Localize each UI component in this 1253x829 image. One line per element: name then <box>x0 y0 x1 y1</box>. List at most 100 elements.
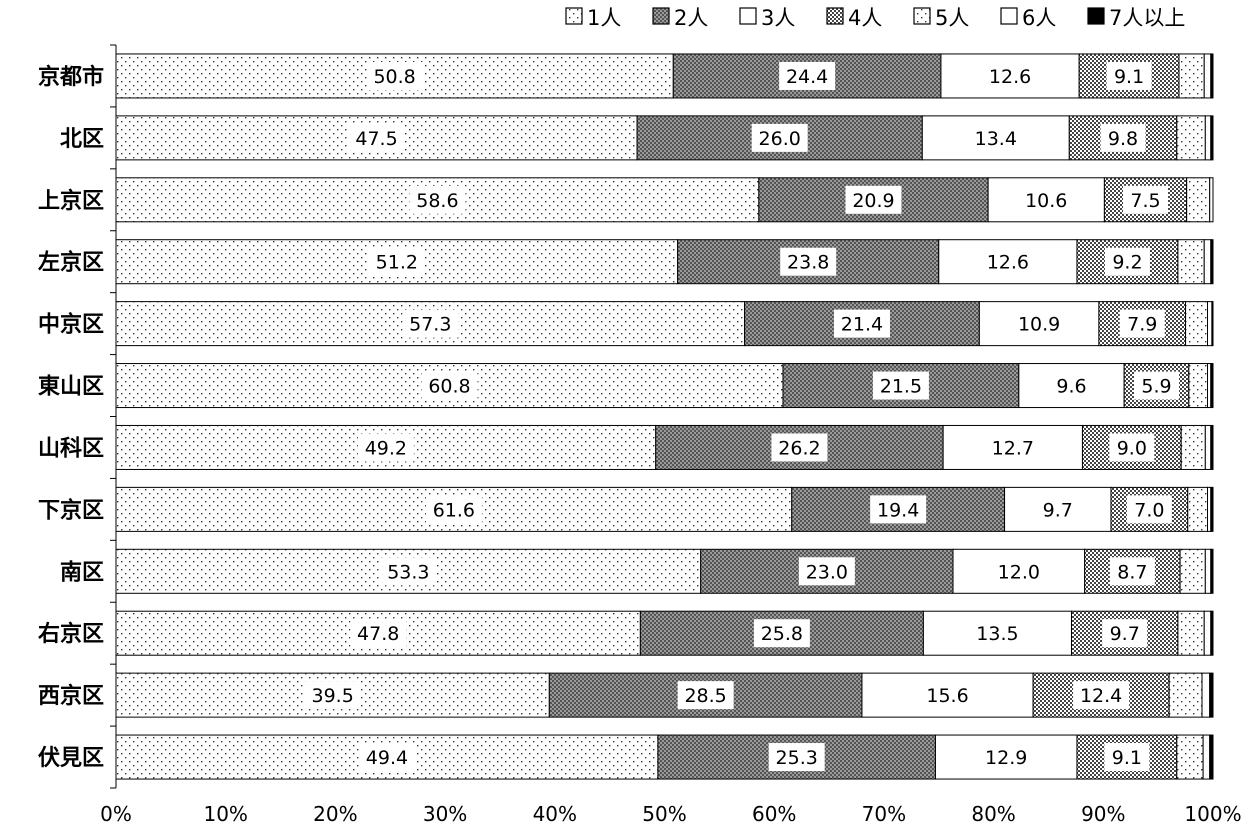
data-label-bg <box>409 185 466 214</box>
bar-segment <box>1210 363 1214 409</box>
bar-segment <box>1210 610 1214 656</box>
data-label-bg <box>1126 495 1172 524</box>
bar-segment <box>1211 301 1214 347</box>
data-label-bg <box>1048 371 1094 400</box>
data-label-bg <box>833 309 890 338</box>
bar-segment <box>1203 610 1212 656</box>
data-label: 26.0 <box>759 128 801 150</box>
legend-swatch <box>739 7 757 25</box>
data-label: 47.5 <box>355 128 397 150</box>
data-label: 39.5 <box>312 685 354 707</box>
data-label-bg <box>425 495 482 524</box>
data-label-bg <box>357 433 414 462</box>
data-label: 9.1 <box>1112 747 1142 769</box>
category-label: 京都市 <box>38 64 104 90</box>
legend-swatch <box>565 7 583 25</box>
category-label: 中京区 <box>38 312 104 338</box>
bar-segment <box>1210 486 1214 532</box>
x-tick-label: 10% <box>203 802 247 826</box>
data-label-bg <box>872 371 929 400</box>
data-label: 10.6 <box>1025 190 1067 212</box>
bar-segment <box>1210 115 1214 161</box>
data-label: 25.8 <box>761 623 803 645</box>
bar-segment <box>1204 548 1212 594</box>
data-label-bg <box>348 123 405 152</box>
bar-segment <box>1202 734 1211 780</box>
bar-segment <box>1188 363 1209 409</box>
data-label-bg <box>845 185 902 214</box>
legend-swatch <box>652 7 670 25</box>
data-label-bg <box>350 619 407 648</box>
data-label: 21.5 <box>880 376 922 398</box>
data-label: 60.8 <box>428 376 470 398</box>
data-label-bg <box>677 681 734 710</box>
bar-segment <box>1201 672 1211 718</box>
data-label: 7.0 <box>1134 499 1164 521</box>
data-label-bg <box>1106 61 1152 90</box>
data-label: 21.4 <box>841 314 883 336</box>
bar-segment <box>1209 177 1214 223</box>
data-label: 51.2 <box>376 252 418 274</box>
plot-area: 50.8 24.4 12.6 9.1 47.5 26.0 13.4 9.8 58.6 20.9 10… <box>115 53 1214 780</box>
data-label: 49.4 <box>366 747 408 769</box>
legend-label: 3人 <box>761 6 795 30</box>
category-label: 東山区 <box>38 375 104 400</box>
x-tick-label: 0% <box>100 802 132 826</box>
data-label-bg <box>358 743 415 772</box>
bar-segment <box>758 177 989 223</box>
bar-segment <box>1177 239 1205 285</box>
legend-swatch <box>1000 7 1018 25</box>
legend-swatch <box>913 7 931 25</box>
data-label-bg <box>1018 185 1075 214</box>
data-label-bg <box>978 743 1035 772</box>
data-label-bg <box>380 557 437 586</box>
bar-segment <box>1176 734 1204 780</box>
data-label: 9.2 <box>1112 252 1142 274</box>
data-label-bg <box>1123 185 1169 214</box>
legend-label: 5人 <box>935 6 969 30</box>
data-label: 12.6 <box>989 66 1031 88</box>
bar-segment <box>782 363 1020 409</box>
data-label-bg <box>753 619 810 648</box>
data-label-bg <box>1104 743 1150 772</box>
data-label: 12.7 <box>992 437 1034 459</box>
data-label-bg <box>798 557 855 586</box>
data-label: 8.7 <box>1117 561 1147 583</box>
data-label-bg <box>990 557 1047 586</box>
category-label: 西京区 <box>38 683 104 709</box>
data-label: 49.2 <box>365 437 407 459</box>
data-label-bg <box>366 61 423 90</box>
data-label: 50.8 <box>373 66 415 88</box>
bar-segment <box>1210 424 1214 470</box>
category-label: 南区 <box>60 560 104 585</box>
data-label-bg <box>421 371 478 400</box>
data-label: 58.6 <box>416 190 458 212</box>
bar-segment <box>1185 301 1209 347</box>
category-label: 伏見区 <box>38 745 104 771</box>
bar-segment <box>1178 53 1205 99</box>
bar-segment <box>1209 672 1214 718</box>
category-label: 右京区 <box>38 621 104 647</box>
data-label-bg <box>751 123 808 152</box>
bar-segment <box>1210 548 1214 594</box>
bar-segment <box>1204 115 1212 161</box>
data-label: 12.0 <box>998 561 1040 583</box>
category-label: 下京区 <box>38 497 104 523</box>
data-label-bg <box>1104 247 1150 276</box>
legend-label: 4人 <box>848 6 882 30</box>
data-label-bg <box>870 495 927 524</box>
bar-segment <box>1210 53 1214 99</box>
data-label: 12.6 <box>987 252 1029 274</box>
data-label-bg <box>1011 309 1068 338</box>
data-label: 5.9 <box>1141 376 1171 398</box>
data-label: 10.9 <box>1018 314 1060 336</box>
data-label: 47.8 <box>357 623 399 645</box>
data-label-bg <box>304 681 361 710</box>
x-tick-label: 70% <box>862 802 906 826</box>
bar-segment <box>1177 610 1205 656</box>
data-label: 9.6 <box>1056 376 1086 398</box>
legend-label: 1人 <box>587 6 621 30</box>
data-label-bg <box>919 681 976 710</box>
x-tick-label: 80% <box>971 802 1015 826</box>
